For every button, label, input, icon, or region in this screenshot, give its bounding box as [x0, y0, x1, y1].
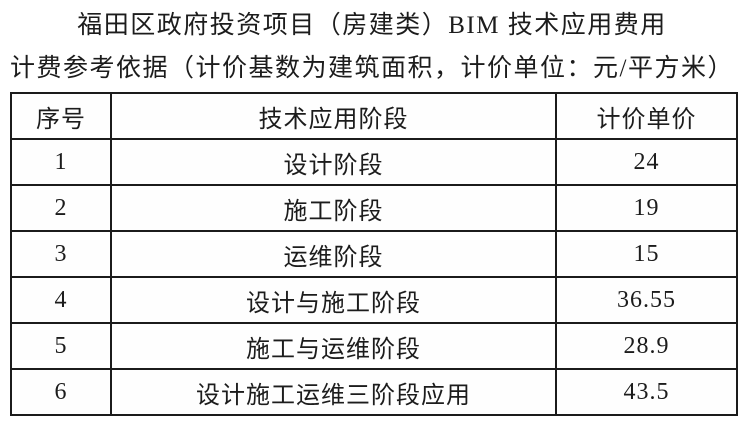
table-row: 6 设计施工运维三阶段应用 43.5	[10, 368, 738, 416]
table-row: 2 施工阶段 19	[10, 184, 738, 232]
title-line-1: 福田区政府投资项目（房建类）BIM 技术应用费用	[77, 12, 667, 39]
table-row: 5 施工与运维阶段 28.9	[10, 322, 738, 370]
cell-stage: 运维阶段	[110, 230, 557, 278]
bim-fee-table: 序号 技术应用阶段 计价单价 1 设计阶段 24 2 施工阶段 19 3 运维阶…	[10, 92, 738, 416]
cell-price: 19	[555, 184, 738, 232]
cell-seq: 1	[10, 138, 112, 186]
cell-price: 43.5	[555, 368, 738, 416]
col-header-seq: 序号	[10, 92, 112, 140]
cell-stage: 设计施工运维三阶段应用	[110, 368, 557, 416]
cell-seq: 4	[10, 276, 112, 324]
title-line-2: 计费参考依据（计价基数为建筑面积，计价单位：元/平方米）	[10, 55, 734, 82]
col-header-price: 计价单价	[555, 92, 738, 140]
document-title: 福田区政府投资项目（房建类）BIM 技术应用费用 计费参考依据（计价基数为建筑面…	[0, 0, 744, 86]
cell-price: 36.55	[555, 276, 738, 324]
cell-stage: 设计阶段	[110, 138, 557, 186]
table-row: 3 运维阶段 15	[10, 230, 738, 278]
cell-price: 28.9	[555, 322, 738, 370]
table-row: 1 设计阶段 24	[10, 138, 738, 186]
cell-stage: 设计与施工阶段	[110, 276, 557, 324]
cell-seq: 6	[10, 368, 112, 416]
table-row: 4 设计与施工阶段 36.55	[10, 276, 738, 324]
col-header-stage: 技术应用阶段	[110, 92, 557, 140]
cell-seq: 2	[10, 184, 112, 232]
table-header-row: 序号 技术应用阶段 计价单价	[10, 92, 738, 140]
cell-stage: 施工与运维阶段	[110, 322, 557, 370]
cell-stage: 施工阶段	[110, 184, 557, 232]
cell-price: 24	[555, 138, 738, 186]
cell-seq: 5	[10, 322, 112, 370]
cell-price: 15	[555, 230, 738, 278]
cell-seq: 3	[10, 230, 112, 278]
